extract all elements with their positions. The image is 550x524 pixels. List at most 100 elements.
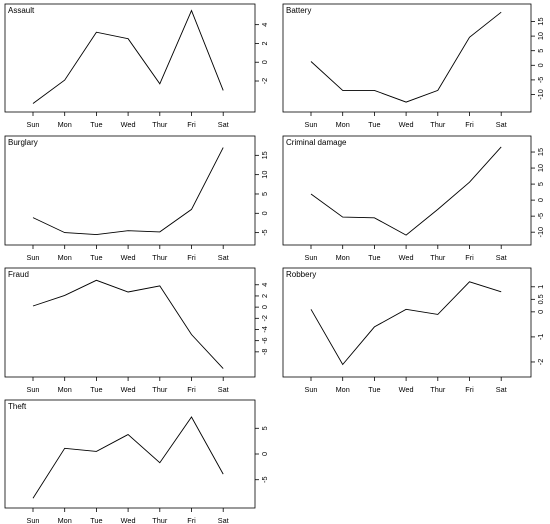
y-tick-label: -5 <box>260 229 269 236</box>
panel-frame <box>282 135 532 246</box>
y-tick-label: 15 <box>536 148 545 156</box>
x-tick-label-sat: Sat <box>218 120 229 129</box>
series-line-fraud <box>32 279 224 369</box>
panel-fraud: Fraud Sun Mon Tue Wed Thur Fri Sat -8 -6 -4 -2 0 2 4 <box>4 267 269 394</box>
x-tick-label-thur: Thur <box>430 120 446 129</box>
panel-frame <box>282 3 532 113</box>
x-tick-label-fri: Fri <box>187 120 196 129</box>
panel-frame <box>4 3 256 113</box>
x-tick-label-sat: Sat <box>218 516 229 524</box>
panel-assault: Assault Sun Mon Tue Wed Thur Fri Sat -2 0 2 4 <box>4 3 269 129</box>
x-tick-label-sun: Sun <box>305 120 318 129</box>
panel-title: Assault <box>8 6 35 15</box>
x-tick-label-fri: Fri <box>187 385 196 394</box>
panel-title: Robbery <box>286 270 316 279</box>
panel-title: Burglary <box>8 138 38 147</box>
x-tick-label-tue: Tue <box>90 253 102 262</box>
x-tick-label-wed: Wed <box>399 385 414 394</box>
panel-criminal-damage: Criminal damage Sun Mon Tue Wed Thur Fri Sat -10… <box>282 135 545 262</box>
x-tick-label-mon: Mon <box>336 385 350 394</box>
y-tick-label: -2 <box>536 359 545 366</box>
y-tick-label: 15 <box>260 151 269 159</box>
x-tick-label-thur: Thur <box>152 385 168 394</box>
x-tick-label-sun: Sun <box>27 253 40 262</box>
panel-title: Battery <box>286 6 311 15</box>
series-line-battery <box>310 11 502 103</box>
x-tick-label-tue: Tue <box>90 516 102 524</box>
x-tick-label-tue: Tue <box>368 120 380 129</box>
x-tick-label-sun: Sun <box>27 516 40 524</box>
x-tick-label-sat: Sat <box>218 385 229 394</box>
panel-title: Criminal damage <box>286 138 347 147</box>
series-line-burglary <box>32 147 224 236</box>
x-tick-label-wed: Wed <box>121 516 136 524</box>
x-tick-label-sun: Sun <box>27 385 40 394</box>
y-tick-label: 2 <box>260 41 269 45</box>
x-tick-label-fri: Fri <box>465 120 474 129</box>
x-tick-label-wed: Wed <box>121 385 136 394</box>
panel-frame <box>4 399 256 509</box>
x-tick-label-fri: Fri <box>187 253 196 262</box>
x-tick-label-tue: Tue <box>90 120 102 129</box>
x-tick-label-sat: Sat <box>496 385 507 394</box>
x-tick-label-thur: Thur <box>152 253 168 262</box>
x-tick-label-thur: Thur <box>430 253 446 262</box>
y-tick-label: 4 <box>260 23 269 27</box>
x-tick-label-fri: Fri <box>187 516 196 524</box>
y-tick-label: 0 <box>260 60 269 64</box>
x-tick-label-mon: Mon <box>58 385 72 394</box>
x-tick-label-sat: Sat <box>496 253 507 262</box>
x-tick-label-mon: Mon <box>58 120 72 129</box>
x-tick-label-fri: Fri <box>465 385 474 394</box>
series-line-robbery <box>310 281 502 366</box>
panel-title: Theft <box>8 402 27 411</box>
x-tick-label-wed: Wed <box>399 253 414 262</box>
x-tick-label-sun: Sun <box>305 385 318 394</box>
x-tick-label-mon: Mon <box>58 253 72 262</box>
y-tick-label: -4 <box>260 326 269 333</box>
y-tick-label: 0 <box>536 310 545 314</box>
panel-title: Fraud <box>8 270 29 279</box>
panel-frame <box>282 267 532 378</box>
y-tick-label: -8 <box>260 349 269 356</box>
x-tick-label-wed: Wed <box>121 120 136 129</box>
y-tick-label: -5 <box>260 476 269 483</box>
x-tick-label-thur: Thur <box>430 385 446 394</box>
x-tick-label-wed: Wed <box>399 120 414 129</box>
y-tick-label: 15 <box>536 17 545 25</box>
y-tick-label: -2 <box>260 315 269 322</box>
x-tick-label-fri: Fri <box>465 253 474 262</box>
x-tick-label-sat: Sat <box>218 253 229 262</box>
y-tick-label: 10 <box>536 164 545 172</box>
panel-frame <box>4 135 256 246</box>
series-line-theft <box>32 416 224 499</box>
x-tick-label-wed: Wed <box>121 253 136 262</box>
y-tick-label: -10 <box>536 227 545 238</box>
y-tick-label: 5 <box>260 426 269 430</box>
y-tick-label: 0.5 <box>536 294 545 304</box>
y-tick-label: 0 <box>536 63 545 67</box>
y-tick-label: 2 <box>260 294 269 298</box>
x-tick-label-mon: Mon <box>58 516 72 524</box>
x-tick-label-mon: Mon <box>336 120 350 129</box>
y-tick-label: -1 <box>536 334 545 341</box>
y-tick-label: -6 <box>260 337 269 344</box>
series-line-assault <box>32 9 224 104</box>
y-tick-label: 0 <box>260 452 269 456</box>
x-tick-label-tue: Tue <box>368 385 380 394</box>
y-tick-label: 0 <box>536 198 545 202</box>
series-line-criminal-damage <box>310 146 502 236</box>
y-tick-label: 10 <box>260 171 269 179</box>
y-tick-label: 10 <box>536 32 545 40</box>
y-tick-label: 1 <box>536 285 545 289</box>
y-tick-label: 0 <box>260 305 269 309</box>
y-tick-label: 5 <box>536 182 545 186</box>
x-tick-label-sat: Sat <box>496 120 507 129</box>
x-tick-label-mon: Mon <box>336 253 350 262</box>
y-tick-label: -5 <box>536 213 545 220</box>
y-tick-label: -2 <box>260 78 269 85</box>
panel-burglary: Burglary Sun Mon Tue Wed Thur Fri Sat -5 0 5 10 15 <box>4 135 269 262</box>
panel-robbery: Robbery Sun Mon Tue Wed Thur Fri Sat -2 -1 0 0.5 1 <box>282 267 545 394</box>
panel-frame <box>4 267 256 378</box>
x-tick-label-tue: Tue <box>90 385 102 394</box>
